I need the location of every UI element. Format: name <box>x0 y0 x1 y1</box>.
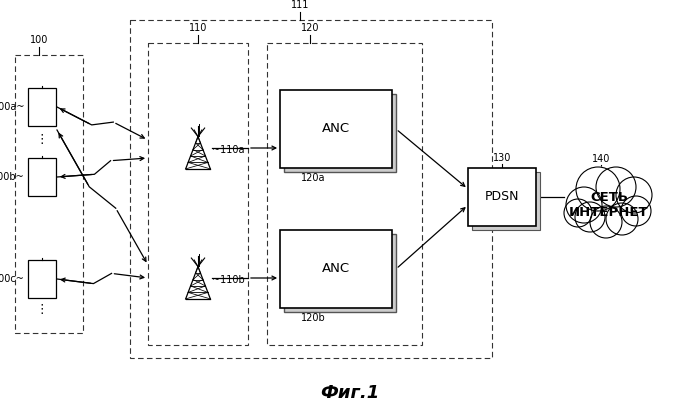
Text: 120a: 120a <box>302 173 326 183</box>
Text: 140: 140 <box>592 154 610 164</box>
Text: ~110b: ~110b <box>212 275 245 285</box>
Text: 100c~: 100c~ <box>0 274 25 284</box>
Circle shape <box>575 202 605 232</box>
Text: 110: 110 <box>189 23 207 33</box>
Bar <box>28 260 56 298</box>
Circle shape <box>596 167 636 207</box>
Bar <box>284 234 396 312</box>
Text: ~110a: ~110a <box>212 145 244 155</box>
Circle shape <box>590 206 622 238</box>
Text: 100a~: 100a~ <box>0 102 25 112</box>
Bar <box>148 43 248 345</box>
Bar <box>468 168 536 226</box>
Circle shape <box>576 167 620 211</box>
Text: 111: 111 <box>291 0 309 10</box>
Circle shape <box>564 199 592 227</box>
Circle shape <box>621 196 651 226</box>
Text: 120b: 120b <box>302 313 326 323</box>
Text: Фиг.1: Фиг.1 <box>320 384 380 402</box>
Bar <box>15 55 83 333</box>
Text: 100: 100 <box>29 35 48 45</box>
Bar <box>267 43 422 345</box>
Text: PDSN: PDSN <box>484 191 519 204</box>
Circle shape <box>566 187 602 223</box>
Text: ANC: ANC <box>322 123 350 135</box>
Text: 120: 120 <box>301 23 320 33</box>
Bar <box>280 90 392 168</box>
Text: ⋮: ⋮ <box>36 303 48 316</box>
Text: ANC: ANC <box>322 262 350 276</box>
Text: 130: 130 <box>493 153 511 163</box>
Text: СЕТЬ
ИНТЕРНЕТ: СЕТЬ ИНТЕРНЕТ <box>569 191 649 219</box>
Bar <box>280 230 392 308</box>
Circle shape <box>606 203 638 235</box>
Text: ⋮: ⋮ <box>36 133 48 147</box>
Bar <box>28 158 56 196</box>
Bar <box>284 94 396 172</box>
Ellipse shape <box>587 195 628 220</box>
Circle shape <box>616 177 652 213</box>
Bar <box>472 172 540 230</box>
Bar <box>28 88 56 126</box>
Bar <box>130 20 492 358</box>
Text: 100b~: 100b~ <box>0 172 25 182</box>
